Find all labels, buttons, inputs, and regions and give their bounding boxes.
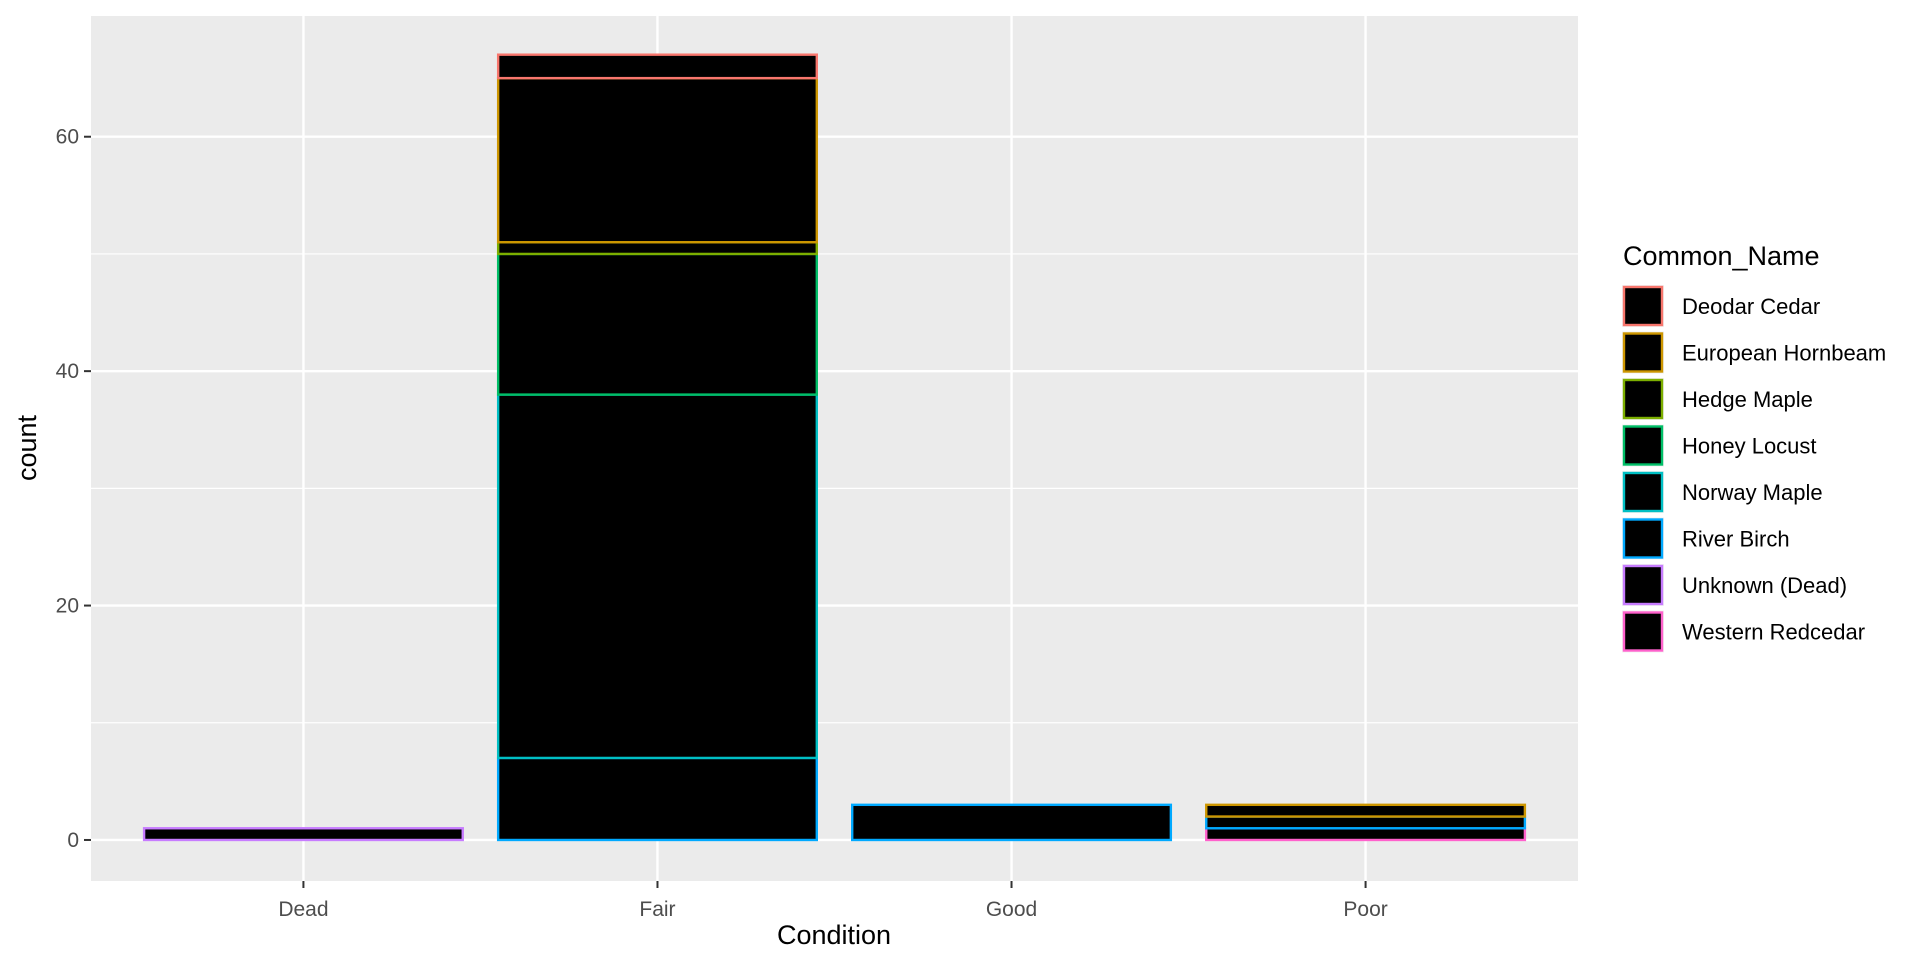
legend-swatch <box>1622 378 1664 420</box>
bar-segment <box>496 76 818 244</box>
x-tick-label: Poor <box>1343 898 1387 921</box>
bar-segment <box>496 252 818 396</box>
legend: Common_Name Deodar Cedar European Hornbea… <box>1622 241 1886 653</box>
legend-label: Honey Locust <box>1682 434 1817 459</box>
legend-swatch <box>1622 332 1664 373</box>
bar-segment <box>1205 803 1527 818</box>
bar-segment <box>496 393 818 760</box>
bars <box>142 53 1527 842</box>
legend-swatch <box>1622 611 1664 652</box>
legend-swatch <box>1622 564 1664 606</box>
bar-segment <box>1205 827 1527 842</box>
legend-label: River Birch <box>1682 527 1790 552</box>
y-tick-label: 20 <box>56 595 79 618</box>
y-axis-title: count <box>12 414 42 481</box>
legend-label: Norway Maple <box>1682 480 1823 505</box>
legend-swatch <box>1622 285 1664 327</box>
legend-swatch <box>1622 471 1664 513</box>
legend-title: Common_Name <box>1623 241 1820 271</box>
axes: 0 20 40 60 Dead Fair Good Poor <box>56 126 1388 921</box>
legend-label: Hedge Maple <box>1682 387 1813 412</box>
bar-segment <box>496 756 818 842</box>
x-tick-label: Good <box>986 898 1037 921</box>
bar-segment <box>1205 815 1527 830</box>
x-tick-label: Fair <box>639 898 675 921</box>
legend-label: Unknown (Dead) <box>1682 573 1847 598</box>
y-tick-label: 0 <box>67 829 79 852</box>
legend-swatch <box>1622 425 1664 466</box>
bar-segment <box>851 803 1173 842</box>
legend-swatch <box>1622 518 1664 559</box>
bar-segment <box>496 241 818 256</box>
bar-segment <box>496 53 818 80</box>
x-tick-label: Dead <box>278 898 328 921</box>
bar-segment <box>142 827 464 842</box>
plot-panel <box>91 16 1578 881</box>
y-tick-label: 40 <box>56 360 79 383</box>
y-tick-label: 60 <box>56 126 79 149</box>
legend-label: European Hornbeam <box>1682 341 1886 366</box>
legend-label: Deodar Cedar <box>1682 294 1820 319</box>
legend-label: Western Redcedar <box>1682 620 1865 645</box>
x-axis-title: Condition <box>777 920 891 950</box>
